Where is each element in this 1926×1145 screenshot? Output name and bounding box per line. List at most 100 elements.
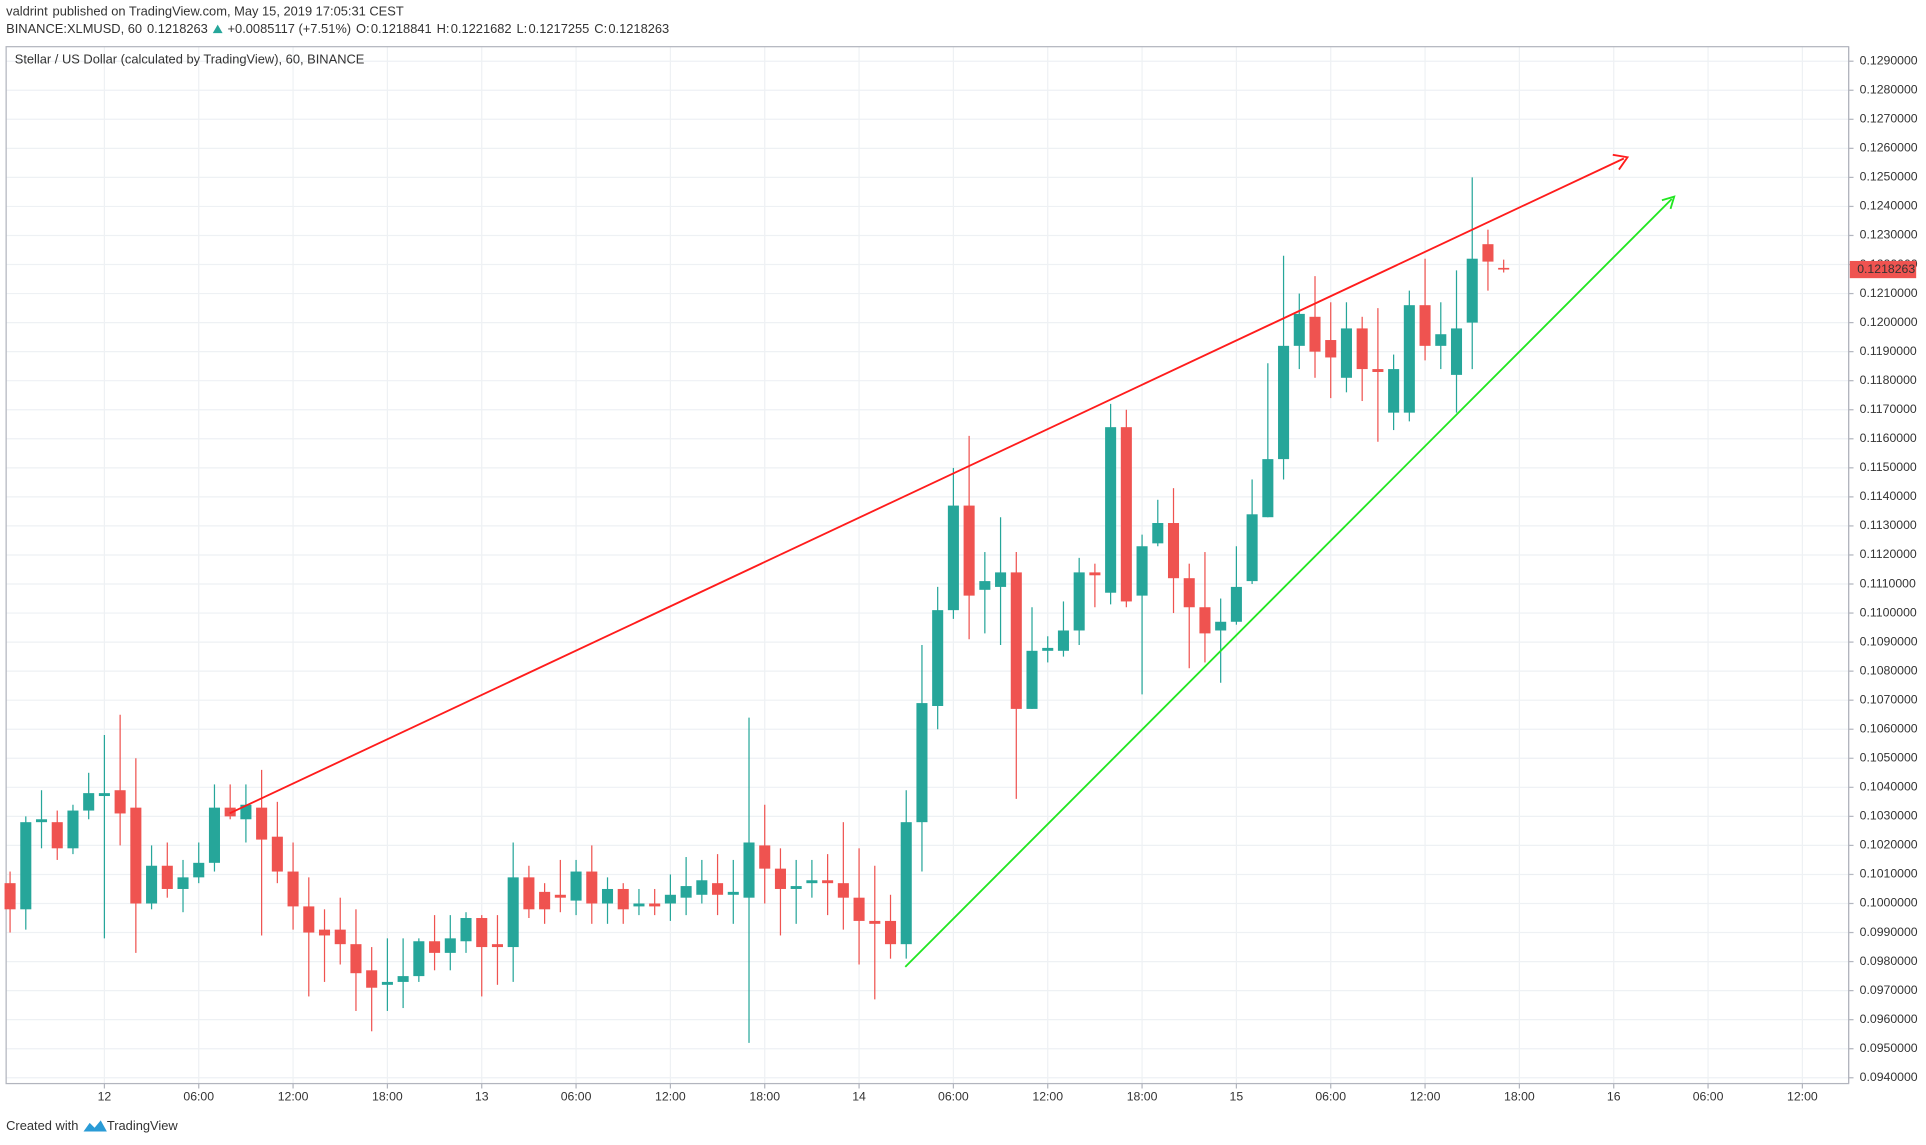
candle-body xyxy=(743,842,755,898)
resistance-line xyxy=(229,157,1625,815)
candle-body xyxy=(1403,305,1415,413)
candle-body xyxy=(1152,523,1164,544)
last-price: 0.1218263 xyxy=(147,21,208,36)
y-tick-label: 0.1270000 xyxy=(1860,112,1918,126)
candle-body xyxy=(601,888,614,904)
up-triangle xyxy=(212,24,223,34)
candle-body xyxy=(995,572,1007,587)
y-tick-label: 0.1070000 xyxy=(1860,692,1918,706)
x-tick-label: 18:00 xyxy=(1504,1089,1535,1103)
candle-body xyxy=(1167,523,1180,579)
candle-body xyxy=(20,822,32,910)
created-with: Created with xyxy=(6,1118,78,1133)
candle-body xyxy=(507,877,519,948)
y-tick-label: 0.1010000 xyxy=(1860,867,1918,881)
candle-body xyxy=(1120,427,1132,602)
x-tick-label: 14 xyxy=(852,1089,866,1103)
candle-body xyxy=(1309,316,1321,352)
candle-body xyxy=(444,938,456,953)
y-tick-label: 0.1050000 xyxy=(1860,751,1918,765)
y-tick-label: 0.1140000 xyxy=(1860,489,1917,503)
candle-body xyxy=(114,790,126,814)
candle-body xyxy=(366,970,378,988)
candle-body xyxy=(1293,313,1305,346)
last-price-box xyxy=(1849,260,1917,279)
candle-body xyxy=(177,877,189,889)
candle-body xyxy=(1042,647,1054,651)
candle-body xyxy=(1089,572,1101,576)
candle-body xyxy=(1340,328,1352,378)
y-tick-label: 0.0990000 xyxy=(1860,925,1918,939)
candle-body xyxy=(1482,244,1494,262)
x-tick-label: 12:00 xyxy=(1787,1089,1818,1103)
candle-body xyxy=(130,807,142,904)
candle-body xyxy=(1388,369,1400,413)
candle-body xyxy=(146,865,158,904)
y-tick-label: 0.1290000 xyxy=(1860,53,1918,67)
candle-body xyxy=(774,868,786,889)
x-tick-label: 06:00 xyxy=(1315,1089,1346,1103)
o-label: O: xyxy=(356,21,370,36)
candle-body xyxy=(491,944,503,948)
candle-body xyxy=(680,886,692,898)
candle-body xyxy=(240,804,252,820)
candle-body xyxy=(303,906,315,933)
candle-body xyxy=(884,920,897,945)
resistance-arrow xyxy=(1612,153,1630,171)
h-label: H: xyxy=(437,21,450,36)
candle-body xyxy=(806,880,818,884)
y-tick-label: 0.1180000 xyxy=(1860,373,1917,387)
candle-body xyxy=(1466,258,1478,323)
candle-body xyxy=(51,822,63,849)
candle-body xyxy=(932,610,944,706)
y-tick-label: 0.1100000 xyxy=(1860,605,1917,619)
candle-body xyxy=(1026,650,1038,709)
candle-body xyxy=(1262,459,1274,518)
symbol: BINANCE:XLMUSD, 60 xyxy=(6,21,142,36)
x-tick-label: 06:00 xyxy=(561,1089,592,1103)
candle-body xyxy=(554,894,566,898)
x-tick-label: 16 xyxy=(1607,1089,1621,1103)
candle-body xyxy=(350,944,362,974)
y-tick-label: 0.1040000 xyxy=(1860,780,1918,794)
c-label: C: xyxy=(594,21,607,36)
candle-body xyxy=(539,891,551,910)
x-tick-label: 06:00 xyxy=(183,1089,214,1103)
x-tick-label: 12 xyxy=(98,1089,112,1103)
y-tick-label: 0.1120000 xyxy=(1860,547,1917,561)
y-tick-label: 0.1250000 xyxy=(1860,170,1918,184)
last-price-label: 0.1218263 xyxy=(1857,262,1915,276)
candle-body xyxy=(1230,586,1242,622)
y-tick-label: 0.1280000 xyxy=(1860,83,1918,97)
o-value: 0.1218841 xyxy=(371,21,432,36)
candle-body xyxy=(1136,546,1148,596)
candle-body xyxy=(790,886,802,889)
candle-body xyxy=(67,810,79,849)
candle-body xyxy=(413,941,425,977)
header: valdrint published on TradingView.com, Ma… xyxy=(6,4,669,36)
y-tick-label: 0.1090000 xyxy=(1860,634,1918,648)
y-tick-label: 0.0970000 xyxy=(1860,983,1918,997)
candle-body xyxy=(523,877,535,910)
candle-body xyxy=(208,807,220,863)
candle-body xyxy=(649,903,661,907)
candle-body xyxy=(1450,328,1463,375)
candle-body xyxy=(4,883,16,910)
candle-body xyxy=(900,822,912,945)
support-arrow xyxy=(1661,195,1676,210)
h-value: 0.1221682 xyxy=(451,21,512,36)
candle-body xyxy=(1419,305,1431,346)
candle-body xyxy=(476,918,488,948)
candle-body xyxy=(633,903,645,907)
x-tick-label: 12:00 xyxy=(1410,1089,1441,1103)
y-tick-label: 0.1060000 xyxy=(1860,721,1918,735)
candle-body xyxy=(869,920,881,924)
candle-body xyxy=(224,807,236,817)
candle-body xyxy=(35,819,48,823)
x-tick-label: 18:00 xyxy=(1127,1089,1158,1103)
candle-body xyxy=(1498,267,1510,270)
candle-body xyxy=(853,897,865,921)
support-line xyxy=(904,198,1673,968)
